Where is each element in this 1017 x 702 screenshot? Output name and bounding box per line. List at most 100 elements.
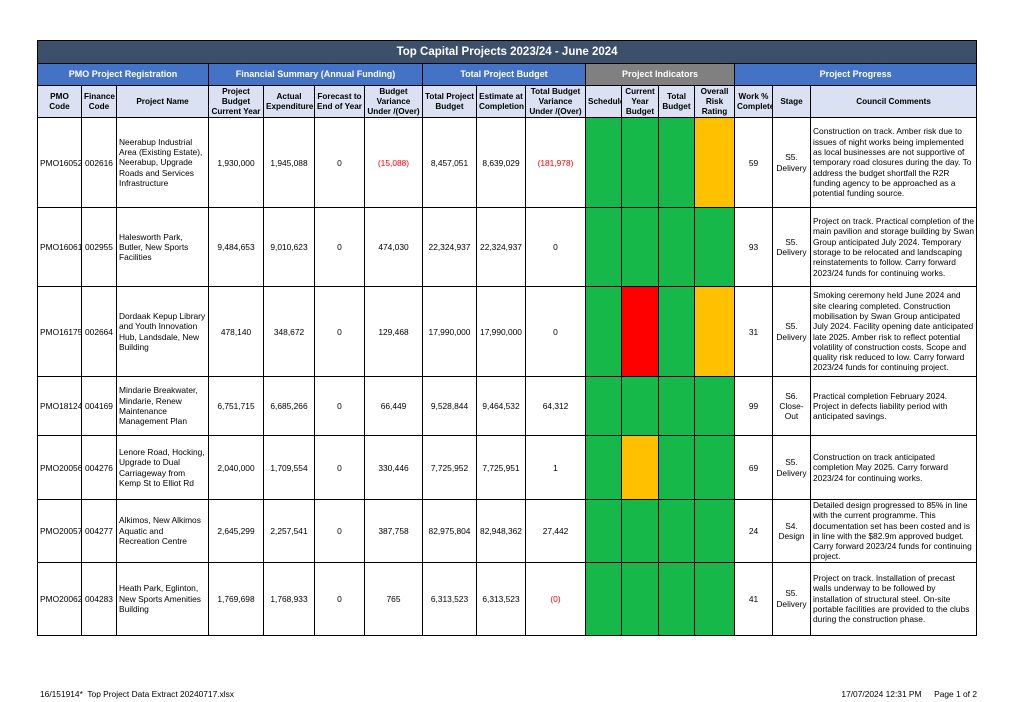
budget-variance: 387,758 [364, 499, 423, 563]
pmo-code: PMO20056 [37, 435, 82, 500]
budget-current-year: 6,751,715 [208, 376, 264, 436]
total-budget-indicator [658, 561, 695, 636]
total-budget-variance: (181,978) [525, 117, 586, 208]
total-project-budget: 22,324,937 [422, 207, 477, 287]
stage: S4. Design [772, 499, 811, 563]
finance-code: 002955 [81, 207, 117, 287]
pmo-code: PMO20062 [37, 561, 82, 636]
table-row: PMO20062 004283 Heath Park, Eglinton, Ne… [37, 561, 978, 636]
pmo-code: PMO16061 [37, 207, 82, 287]
total-budget-indicator [658, 286, 695, 377]
work-complete: 31 [734, 286, 773, 377]
table-row: PMO16061 002955 Halesworth Park, Butler,… [37, 207, 978, 287]
estimate-at-completion: 82,948,362 [476, 499, 526, 563]
forecast: 0 [314, 561, 365, 636]
col-budget-current-year: Project Budget Current Year [208, 85, 264, 118]
project-name: Alkimos, New Alkimos Aquatic and Recreat… [116, 499, 209, 563]
work-complete: 24 [734, 499, 773, 563]
total-budget-variance: 0 [525, 286, 586, 377]
estimate-at-completion: 6,313,523 [476, 561, 526, 636]
risk-rating-indicator [694, 499, 735, 563]
col-schedule: Schedule [585, 85, 622, 118]
total-project-budget: 17,990,000 [422, 286, 477, 377]
actual-expenditure: 2,257,541 [263, 499, 315, 563]
estimate-at-completion: 17,990,000 [476, 286, 526, 377]
finance-code: 004169 [81, 376, 117, 436]
council-comments: Project on track. Practical completion o… [809, 207, 978, 287]
schedule-indicator [585, 561, 622, 636]
total-budget-indicator [658, 117, 695, 208]
group-total-project-budget: Total Project Budget [422, 63, 586, 86]
report-title: Top Capital Projects 2023/24 - June 2024 [36, 40, 978, 64]
budget-current-year: 1,769,698 [208, 561, 264, 636]
col-pmo-code: PMO Code [37, 85, 82, 118]
col-overall-risk-rating: Overall Risk Rating [694, 85, 735, 118]
total-budget-variance: 64,312 [525, 376, 586, 436]
finance-code: 004283 [81, 561, 117, 636]
project-name: Neerabup Industrial Area (Existing Estat… [116, 117, 209, 208]
total-budget-variance: 0 [525, 207, 586, 287]
total-project-budget: 7,725,952 [422, 435, 477, 500]
stage: S5. Delivery [772, 561, 811, 636]
risk-rating-indicator [694, 286, 735, 377]
council-comments: Project on track. Installation of precas… [809, 561, 978, 636]
col-total-project-budget: Total Project Budget [422, 85, 477, 118]
finance-code: 004277 [81, 499, 117, 563]
current-year-budget-indicator [621, 499, 659, 563]
actual-expenditure: 1,768,933 [263, 561, 315, 636]
col-council-comments: Council Comments [809, 85, 978, 118]
current-year-budget-indicator [621, 561, 659, 636]
risk-rating-indicator [694, 435, 735, 500]
estimate-at-completion: 7,725,951 [476, 435, 526, 500]
estimate-at-completion: 9,464,532 [476, 376, 526, 436]
total-budget-indicator [658, 207, 695, 287]
schedule-indicator [585, 376, 622, 436]
schedule-indicator [585, 435, 622, 500]
budget-current-year: 2,645,299 [208, 499, 264, 563]
total-budget-indicator [658, 435, 695, 500]
table-row: PMO18124 004169 Mindarie Breakwater, Min… [37, 376, 978, 436]
budget-current-year: 2,040,000 [208, 435, 264, 500]
council-comments: Smoking ceremony held June 2024 and site… [809, 286, 978, 377]
budget-variance: 765 [364, 561, 423, 636]
current-year-budget-indicator [621, 435, 659, 500]
stage: S5. Delivery [772, 435, 811, 500]
col-finance-code: Finance Code [81, 85, 117, 118]
table-row: PMO16052 002616 Neerabup Industrial Area… [37, 117, 978, 208]
forecast: 0 [314, 207, 365, 287]
current-year-budget-indicator [621, 286, 659, 377]
col-actual-expenditure: Actual Expenditure [263, 85, 315, 118]
council-comments: Practical completion February 2024. Proj… [809, 376, 978, 436]
budget-variance: 330,446 [364, 435, 423, 500]
group-pmo-registration: PMO Project Registration [37, 63, 209, 86]
budget-variance: 129,468 [364, 286, 423, 377]
actual-expenditure: 6,685,266 [263, 376, 315, 436]
forecast: 0 [314, 499, 365, 563]
col-estimate-at-completion: Estimate at Completion [476, 85, 526, 118]
total-budget-indicator [658, 376, 695, 436]
forecast: 0 [314, 286, 365, 377]
schedule-indicator [585, 499, 622, 563]
stage: S5. Delivery [772, 286, 811, 377]
total-budget-variance: (0) [525, 561, 586, 636]
total-project-budget: 82,975,804 [422, 499, 477, 563]
budget-current-year: 478,140 [208, 286, 264, 377]
budget-variance: 474,030 [364, 207, 423, 287]
project-name: Lenore Road, Hocking, Upgrade to Dual Ca… [116, 435, 209, 500]
col-project-name: Project Name [116, 85, 209, 118]
risk-rating-indicator [694, 561, 735, 636]
total-budget-variance: 27,442 [525, 499, 586, 563]
total-project-budget: 9,528,844 [422, 376, 477, 436]
current-year-budget-indicator [621, 376, 659, 436]
schedule-indicator [585, 207, 622, 287]
col-forecast: Forecast to End of Year [314, 85, 365, 118]
risk-rating-indicator [694, 117, 735, 208]
col-total-budget-indicator: Total Budget [658, 85, 695, 118]
council-comments: Detailed design progressed to 85% in lin… [809, 499, 978, 563]
risk-rating-indicator [694, 207, 735, 287]
budget-current-year: 1,930,000 [208, 117, 264, 208]
budget-variance: (15,088) [364, 117, 423, 208]
col-work-complete: Work % Complete [734, 85, 773, 118]
col-total-budget-variance: Total Budget Variance Under /(Over) [525, 85, 586, 118]
group-project-indicators: Project Indicators [585, 63, 735, 86]
